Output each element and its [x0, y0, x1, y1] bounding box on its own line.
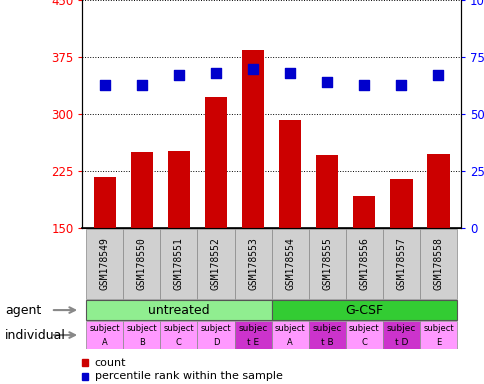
FancyBboxPatch shape	[86, 321, 123, 349]
FancyBboxPatch shape	[308, 321, 345, 349]
Text: t B: t B	[320, 338, 333, 347]
Bar	[278, 119, 301, 228]
Bar	[390, 179, 412, 228]
FancyBboxPatch shape	[345, 321, 382, 349]
Text: subject: subject	[348, 324, 379, 333]
Text: G-CSF: G-CSF	[345, 304, 382, 316]
Text: percentile rank within the sample: percentile rank within the sample	[94, 371, 282, 381]
Bar	[352, 197, 375, 228]
Bar	[426, 154, 449, 228]
Text: E: E	[435, 338, 440, 347]
Bar	[167, 151, 190, 228]
FancyBboxPatch shape	[86, 229, 123, 299]
FancyBboxPatch shape	[345, 229, 382, 299]
FancyBboxPatch shape	[234, 321, 271, 349]
FancyBboxPatch shape	[234, 229, 271, 299]
Text: individual: individual	[5, 329, 66, 341]
Point	[175, 72, 182, 78]
FancyBboxPatch shape	[271, 229, 308, 299]
Text: t D: t D	[394, 338, 407, 347]
Bar	[316, 155, 338, 228]
Bar	[130, 152, 152, 228]
FancyBboxPatch shape	[197, 321, 234, 349]
FancyBboxPatch shape	[86, 300, 271, 320]
Point	[101, 81, 108, 88]
FancyBboxPatch shape	[271, 300, 456, 320]
Text: untreated: untreated	[148, 304, 209, 316]
Text: A: A	[287, 338, 292, 347]
Bar	[204, 97, 227, 228]
FancyBboxPatch shape	[271, 321, 308, 349]
Text: subjec: subjec	[386, 324, 415, 333]
Text: GSM178555: GSM178555	[321, 238, 332, 290]
FancyBboxPatch shape	[160, 229, 197, 299]
Bar	[242, 50, 264, 228]
FancyBboxPatch shape	[123, 321, 160, 349]
FancyBboxPatch shape	[382, 229, 419, 299]
Text: subjec: subjec	[312, 324, 341, 333]
Bar	[93, 177, 116, 228]
Text: GSM178550: GSM178550	[136, 238, 147, 290]
Text: subject: subject	[126, 324, 157, 333]
Text: D: D	[212, 338, 219, 347]
Text: subject: subject	[163, 324, 194, 333]
Text: B: B	[138, 338, 144, 347]
FancyBboxPatch shape	[308, 229, 345, 299]
Point	[249, 66, 257, 72]
Text: GSM178551: GSM178551	[174, 238, 183, 290]
Text: GSM178549: GSM178549	[100, 238, 109, 290]
Point	[137, 81, 145, 88]
Point	[397, 81, 405, 88]
Text: t E: t E	[246, 338, 258, 347]
Text: count: count	[94, 358, 126, 367]
Text: subjec: subjec	[238, 324, 267, 333]
Text: GSM178552: GSM178552	[211, 238, 221, 290]
Point	[434, 72, 441, 78]
Text: GSM178553: GSM178553	[247, 238, 257, 290]
FancyBboxPatch shape	[197, 229, 234, 299]
Text: agent: agent	[5, 304, 41, 316]
Text: A: A	[102, 338, 107, 347]
Point	[286, 70, 293, 76]
Text: subject: subject	[423, 324, 453, 333]
Text: subject: subject	[200, 324, 231, 333]
Text: subject: subject	[89, 324, 120, 333]
FancyBboxPatch shape	[419, 229, 456, 299]
Point	[360, 81, 367, 88]
FancyBboxPatch shape	[419, 321, 456, 349]
Text: C: C	[176, 338, 182, 347]
FancyBboxPatch shape	[123, 229, 160, 299]
Text: GSM178557: GSM178557	[395, 238, 406, 290]
Text: GSM178558: GSM178558	[433, 238, 442, 290]
Point	[212, 70, 219, 76]
Text: subject: subject	[274, 324, 305, 333]
FancyBboxPatch shape	[160, 321, 197, 349]
Text: GSM178554: GSM178554	[285, 238, 295, 290]
Point	[323, 79, 331, 85]
Text: C: C	[361, 338, 366, 347]
Text: GSM178556: GSM178556	[359, 238, 368, 290]
FancyBboxPatch shape	[382, 321, 419, 349]
